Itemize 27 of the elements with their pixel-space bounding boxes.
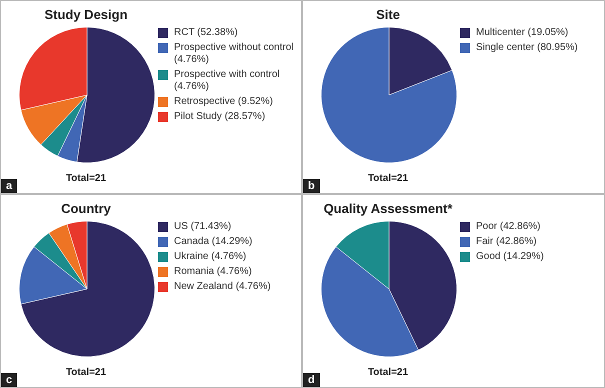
chart-title: Country <box>60 201 112 216</box>
text: b <box>303 179 320 193</box>
text: Total=21 <box>368 367 408 378</box>
legend-label: Prospective with control (4.76%) <box>174 69 281 93</box>
legend-label: RCT (52.38%) <box>174 27 238 39</box>
legend-label: Retrospective (9.52%) <box>174 96 273 108</box>
legend-label: Canada (14.29%) <box>174 236 252 248</box>
legend-label: Pilot Study (28.57%) <box>174 111 266 123</box>
text: d <box>303 373 320 387</box>
chart-title: Site <box>375 7 401 22</box>
legend-label: Multicenter (19.05%) <box>476 27 568 39</box>
legend-label: Prospective without control (4.76%) <box>174 42 295 66</box>
text: Total=21 <box>368 173 408 184</box>
text: Total=21 <box>66 367 106 378</box>
text: Study Design <box>43 7 129 22</box>
text: c <box>1 373 18 387</box>
chart-title: Quality Assessment* <box>322 201 454 216</box>
legend-label: Fair (42.86%) <box>476 236 537 248</box>
legend-label: Single center (80.95%) <box>476 42 578 54</box>
legend-label: Ukraine (4.76%) <box>174 251 246 263</box>
text: Total=21 <box>66 173 106 184</box>
legend-label: US (71.43%) <box>174 221 232 233</box>
text: a <box>1 179 18 193</box>
legend-label: Good (14.29%) <box>476 251 544 263</box>
legend-label: Romania (4.76%) <box>174 266 252 278</box>
legend-label: Poor (42.86%) <box>476 221 540 233</box>
legend-label: New Zealand (4.76%) <box>174 281 271 293</box>
